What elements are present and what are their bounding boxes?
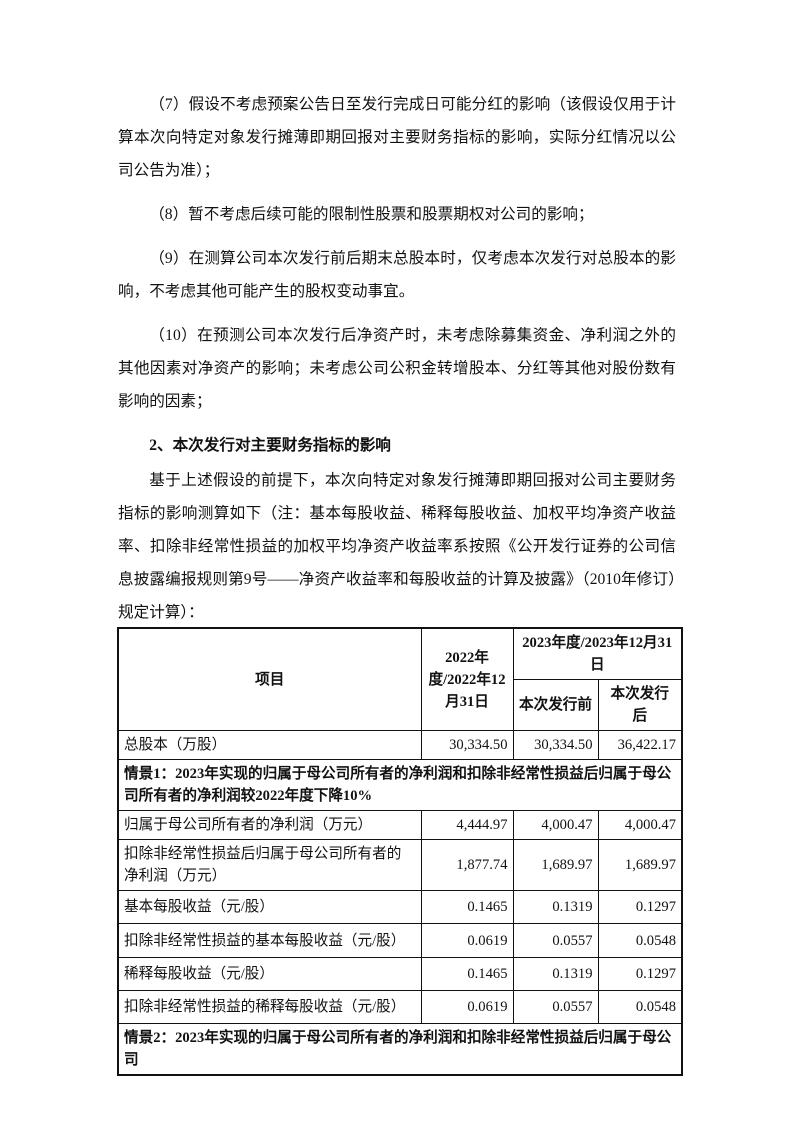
table-row: 基本每股收益（元/股） 0.1465 0.1319 0.1297 <box>117 890 683 924</box>
cell-2022: 0.0619 <box>420 923 514 958</box>
cell-2022: 0.0619 <box>420 990 514 1024</box>
cell-2022: 0.1465 <box>420 957 514 991</box>
cell-before: 1,689.97 <box>512 839 599 891</box>
table-row: 扣除非经常性损益的稀释每股收益（元/股） 0.0619 0.0557 0.054… <box>117 990 683 1024</box>
table-row: 扣除非经常性损益后归属于母公司所有者的净利润（万元） 1,877.74 1,68… <box>117 839 683 891</box>
document-body: （7）假设不考虑预案公告日至发行完成日可能分红的影响（该假设仅用于计算本次向特定… <box>118 88 676 640</box>
cell-after: 0.1297 <box>597 890 683 924</box>
cell-2022: 1,877.74 <box>420 839 514 891</box>
table-row: 归属于母公司所有者的净利润（万元） 4,444.97 4,000.47 4,00… <box>117 810 683 840</box>
paragraph-8: （8）暂不考虑后续可能的限制性股票和股票期权对公司的影响； <box>149 206 594 223</box>
cell-before: 0.0557 <box>512 990 599 1024</box>
section-heading: 2、本次发行对主要财务指标的影响 <box>149 437 391 454</box>
scenario-2: 情景2：2023年实现的归属于母公司所有者的净利润和扣除非经常性损益后归属于母公… <box>117 1023 683 1076</box>
header-2022: 2022年度/2022年12月31日 <box>420 627 514 731</box>
table-row: 扣除非经常性损益的基本每股收益（元/股） 0.0619 0.0557 0.054… <box>117 923 683 958</box>
row-label: 归属于母公司所有者的净利润（万元） <box>117 810 422 840</box>
cell-before: 30,334.50 <box>512 730 599 760</box>
cell-after: 4,000.47 <box>597 810 683 840</box>
cell-before: 0.1319 <box>512 957 599 991</box>
intro-paragraph: 基于上述假设的前提下，本次向特定对象发行摊薄即期回报对公司主要财务指标的影响测算… <box>118 472 676 621</box>
table-row: 总股本（万股） 30,334.50 30,334.50 36,422.17 <box>117 730 683 760</box>
paragraph-10: （10）在预测公司本次发行后净资产时，未考虑除募集资金、净利润之外的其他因素对净… <box>118 327 676 410</box>
scenario-1: 情景1：2023年实现的归属于母公司所有者的净利润和扣除非经常性损益后归属于母公… <box>117 759 683 811</box>
cell-2022: 4,444.97 <box>420 810 514 840</box>
row-label: 扣除非经常性损益的基本每股收益（元/股） <box>117 923 422 958</box>
table-subheader-row: 本次发行前 本次发行后 <box>118 679 683 731</box>
cell-after: 36,422.17 <box>597 730 683 760</box>
table-header-row: 项目 2022年度/2022年12月31日 2023年度/2023年12月31日 <box>117 627 683 731</box>
row-label: 稀释每股收益（元/股） <box>117 957 422 991</box>
scenario-row: 情景1：2023年实现的归属于母公司所有者的净利润和扣除非经常性损益后归属于母公… <box>117 759 683 811</box>
cell-before: 4,000.47 <box>512 810 599 840</box>
cell-2022: 30,334.50 <box>420 730 514 760</box>
row-label: 扣除非经常性损益的稀释每股收益（元/股） <box>117 990 422 1024</box>
cell-after: 1,689.97 <box>597 839 683 891</box>
paragraph-9: （9）在测算公司本次发行前后期末总股本时，仅考虑本次发行对总股本的影响，不考虑其… <box>118 250 676 300</box>
cell-before: 0.0557 <box>512 923 599 958</box>
row-label: 扣除非经常性损益后归属于母公司所有者的净利润（万元） <box>117 839 422 891</box>
cell-2022: 0.1465 <box>420 890 514 924</box>
cell-before: 0.1319 <box>512 890 599 924</box>
table-row: 稀释每股收益（元/股） 0.1465 0.1319 0.1297 <box>117 957 683 991</box>
cell-after: 0.0548 <box>597 990 683 1024</box>
header-2023: 2023年度/2023年12月31日 <box>512 627 683 680</box>
paragraph-7: （7）假设不考虑预案公告日至发行完成日可能分红的影响（该假设仅用于计算本次向特定… <box>118 96 676 179</box>
scenario-row: 情景2：2023年实现的归属于母公司所有者的净利润和扣除非经常性损益后归属于母公… <box>117 1023 683 1076</box>
cell-after: 0.1297 <box>597 957 683 991</box>
header-before: 本次发行前 <box>512 679 599 731</box>
financial-indicators-table: 项目 2022年度/2022年12月31日 2023年度/2023年12月31日… <box>117 627 683 1076</box>
cell-after: 0.0548 <box>597 923 683 958</box>
row-label: 总股本（万股） <box>117 730 422 760</box>
header-item: 项目 <box>117 627 422 731</box>
header-after: 本次发行后 <box>597 679 683 731</box>
row-label: 基本每股收益（元/股） <box>117 890 422 924</box>
